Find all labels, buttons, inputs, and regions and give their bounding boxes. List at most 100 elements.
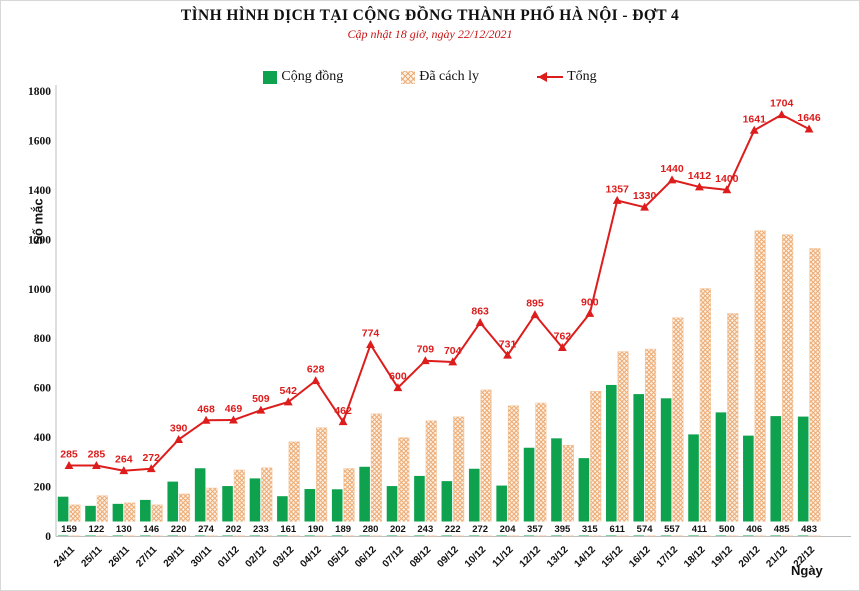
cong-dong-value-label: 483 [801, 524, 817, 535]
bar-cong-dong [222, 486, 233, 536]
y-tick-label: 400 [34, 432, 52, 444]
y-tick-label: 1000 [28, 284, 51, 296]
value-label-box [331, 521, 356, 536]
line-marker-triangle-icon [229, 415, 238, 424]
bar-cong-dong [194, 468, 206, 536]
bar-da-cach-ly [206, 487, 218, 537]
bar-cong-dong [331, 489, 343, 536]
tong-value-label: 285 [88, 449, 106, 461]
tong-value-label: 264 [115, 454, 133, 466]
tong-value-label: 900 [581, 297, 599, 309]
x-tick-date-label: 13/12 [545, 544, 571, 570]
cong-dong-value-label: 357 [527, 524, 543, 535]
bar-cong-dong [85, 505, 96, 536]
tong-value-label: 628 [307, 364, 325, 376]
value-label-box [522, 521, 547, 536]
tong-value-label: 895 [526, 298, 544, 310]
value-label-box [358, 521, 383, 536]
tong-value-label: 469 [225, 403, 243, 415]
tong-value-label: 1400 [715, 173, 739, 185]
tong-value-label: 1440 [660, 163, 684, 175]
x-tick-date-label: 10/12 [463, 544, 489, 570]
line-marker-triangle-icon [448, 357, 458, 366]
value-label-box [139, 521, 164, 536]
x-tick-date-label: 14/12 [572, 544, 598, 570]
tong-value-label: 542 [280, 385, 298, 397]
legend-label-cong-dong: Cộng đồng [281, 69, 344, 84]
tong-value-label: 704 [444, 345, 462, 357]
cong-dong-value-label: 500 [719, 524, 735, 535]
x-tick-date-label: 15/12 [600, 544, 626, 570]
value-label-box [797, 521, 822, 536]
cong-dong-value-label: 202 [390, 524, 406, 535]
value-label-box [385, 521, 410, 536]
x-tick-date-label: 17/12 [655, 544, 681, 570]
bar-cong-dong [797, 416, 809, 536]
bar-cong-dong [523, 447, 535, 536]
line-tong [69, 113, 810, 472]
bar-cong-dong [660, 398, 672, 536]
bar-cong-dong [140, 499, 151, 536]
value-label-box [550, 521, 575, 536]
line-marker-triangle-icon [612, 195, 622, 204]
line-marker-triangle-icon [201, 415, 211, 424]
value-label-box [303, 521, 328, 536]
x-tick-date-label: 16/12 [627, 544, 653, 570]
bar-cong-dong [743, 435, 754, 536]
bar-da-cach-ly [562, 444, 574, 537]
line-marker-triangle-icon [338, 417, 348, 426]
x-tick-date-label: 09/12 [435, 544, 461, 570]
bar-da-cach-ly [590, 391, 602, 537]
chart-title: TÌNH HÌNH DỊCH TẠI CỘNG ĐỒNG THÀNH PHỐ H… [180, 7, 680, 24]
line-marker-triangle-icon [695, 182, 704, 191]
value-label-box [495, 521, 520, 536]
hatched-bar-swatch-icon [401, 70, 416, 84]
tong-value-label: 731 [499, 338, 517, 350]
y-tick-label: 600 [34, 383, 52, 395]
y-tick-label: 1600 [28, 135, 51, 147]
line-marker-triangle-icon [393, 383, 403, 392]
cong-dong-value-label: 159 [61, 524, 77, 535]
cong-dong-value-label: 406 [746, 524, 762, 535]
line-marker-triangle-icon [366, 340, 375, 349]
cong-dong-value-label: 189 [335, 524, 351, 535]
value-label-box [769, 521, 794, 536]
line-marker-triangle-icon [804, 124, 814, 133]
tong-value-label: 390 [170, 423, 188, 435]
value-label-box [57, 521, 81, 536]
bar-da-cach-ly [672, 317, 684, 537]
bar-cong-dong [386, 486, 398, 536]
tong-value-label: 285 [60, 449, 78, 461]
legend-label-tong: Tổng [567, 69, 597, 84]
x-tick-date-label: 01/12 [216, 544, 242, 570]
line-marker-triangle-icon [640, 202, 650, 211]
x-tick-date-label: 19/12 [709, 544, 735, 570]
tong-value-label: 509 [252, 393, 270, 405]
bar-da-cach-ly [261, 467, 273, 537]
y-tick-label: 1800 [28, 86, 51, 98]
cong-dong-value-label: 190 [308, 524, 324, 535]
cong-dong-value-label: 202 [226, 524, 242, 535]
x-tick-date-label: 18/12 [682, 544, 708, 570]
value-label-box [166, 521, 191, 536]
line-marker-triangle-icon [146, 464, 156, 473]
y-tick-label: 200 [34, 482, 52, 494]
bar-da-cach-ly [644, 348, 657, 537]
bar-cong-dong [578, 458, 590, 536]
x-tick-date-label: 22/12 [792, 544, 818, 570]
tong-value-label: 863 [471, 306, 489, 318]
green-bar-swatch-icon [263, 70, 278, 84]
x-tick-date-label: 29/11 [162, 544, 187, 569]
x-tick-date-label: 24/11 [52, 544, 77, 569]
cong-dong-value-label: 485 [774, 524, 791, 535]
value-label-box [660, 521, 685, 536]
value-label-box [577, 521, 602, 536]
cong-dong-value-label: 243 [417, 524, 433, 535]
line-marker-triangle-icon [420, 356, 430, 365]
bar-cong-dong [633, 394, 645, 536]
x-tick-date-label: 03/12 [271, 544, 297, 570]
x-tick-date-label: 02/12 [244, 544, 270, 570]
legend-item-da-cach-ly: Đã cách ly [401, 69, 479, 85]
line-marker-triangle-icon [64, 460, 74, 469]
